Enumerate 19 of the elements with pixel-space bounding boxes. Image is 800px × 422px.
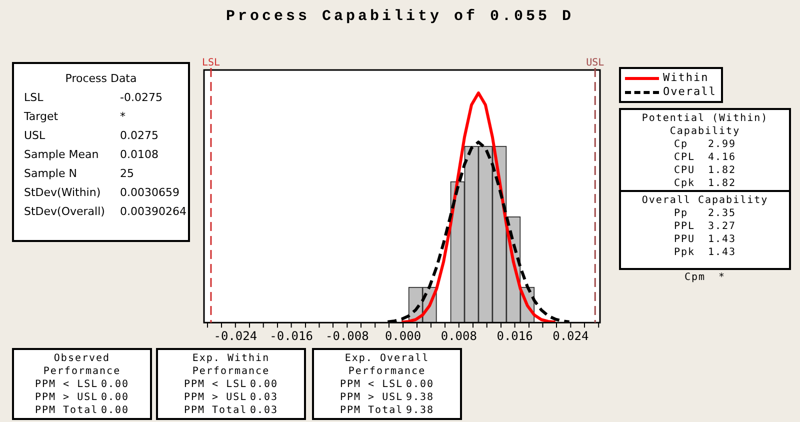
text: Observed Performance PPM < LSL 0.00 PPM > USL 0.00 PPM Total 0.00 (34, 352, 130, 417)
text: Exp. Overall Performance PPM < LSL 0.00 PPM > USL 9.38 PPM Total 9.38 (338, 352, 436, 417)
legend-label: Overall (663, 85, 716, 99)
ref-line-label: LSL (202, 58, 220, 69)
chart-title: Process Capability of 0.055 D (224, 8, 576, 25)
ref-line-label: USL (586, 58, 604, 69)
text: Overall Capability Pp 2.35 PPL 3.27 PPU 1.43 Ppk 1.43 (642, 195, 768, 258)
x-tick-label: -0.016 (270, 328, 313, 343)
x-tick-label: 0.000 (384, 328, 422, 343)
x-tick-label: 0.024 (552, 328, 589, 343)
legend-label: Within (663, 71, 709, 85)
text: Cpm * (684, 272, 726, 283)
x-tick-label: 0.016 (496, 328, 533, 343)
x-tick-label: -0.008 (325, 328, 369, 343)
x-tick-label: 0.008 (440, 328, 477, 343)
text: Potential (Within) Capability Cp 2.99 CPL 4.16 CPU 1.82 Cpk 1.82 (642, 113, 768, 189)
text: Process Data LSL -0.0275 Target * USL 0.0275 Sample Mean 0.0108 Sample N 25 StDev(Within) 0.0030659 StDev(Overall) 0.00390264 (24, 72, 186, 218)
x-tick-label: -0.024 (214, 328, 258, 343)
text: Exp. Within Performance PPM < LSL 0.00 PPM > USL 0.03 PPM Total 0.03 (182, 352, 280, 417)
